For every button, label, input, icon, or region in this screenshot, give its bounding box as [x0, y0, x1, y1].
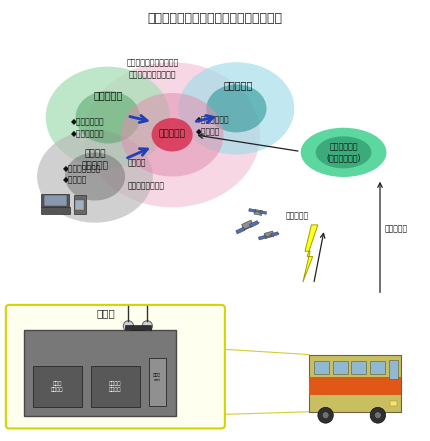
Bar [370, 361, 385, 374]
Bar [41, 194, 69, 207]
Ellipse shape [84, 62, 260, 207]
Ellipse shape [151, 118, 193, 151]
Bar [74, 195, 86, 214]
Bar [33, 366, 82, 407]
Text: ◆バス位置情報
◆到着予測時間: ◆バス位置情報 ◆到着予測時間 [71, 118, 105, 138]
Bar [333, 361, 348, 374]
Ellipse shape [76, 91, 140, 143]
Bar [264, 231, 274, 239]
Circle shape [322, 412, 329, 419]
Ellipse shape [316, 136, 372, 168]
Ellipse shape [46, 67, 170, 168]
Ellipse shape [301, 128, 387, 177]
Bar [389, 360, 398, 379]
Bar [249, 220, 258, 228]
Ellipse shape [37, 131, 153, 223]
FancyBboxPatch shape [6, 305, 225, 429]
Text: 遊利用者
その他機関: 遊利用者 その他機関 [82, 149, 108, 170]
Text: 位置情報
処理装置: 位置情報 処理装置 [109, 381, 122, 392]
Bar [309, 355, 402, 412]
Circle shape [375, 412, 381, 419]
Bar [271, 232, 279, 237]
Text: 図　バスロケーションシステムイメージ: 図 バスロケーションシステムイメージ [147, 11, 283, 25]
Bar [91, 366, 140, 407]
Bar [249, 209, 255, 212]
Text: 車載器: 車載器 [96, 308, 115, 318]
Bar [390, 401, 397, 407]
Text: 移動体通信用
(パケット通信): 移動体通信用 (パケット通信) [326, 142, 361, 163]
Ellipse shape [121, 93, 224, 176]
Bar [149, 358, 166, 406]
Circle shape [370, 407, 386, 423]
Text: ＧＰＳ
ant: ＧＰＳ ant [153, 373, 161, 382]
Ellipse shape [206, 84, 267, 132]
Polygon shape [303, 225, 318, 282]
Text: 位置情報等: 位置情報等 [384, 225, 408, 234]
Bar [242, 220, 253, 230]
Bar [254, 209, 262, 215]
Bar [258, 235, 266, 240]
Bar [260, 210, 267, 214]
Text: ◆区間旅行速度
◆道路情報: ◆区間旅行速度 ◆道路情報 [196, 116, 229, 136]
Text: 道路管理者: 道路管理者 [224, 80, 253, 90]
Bar [309, 377, 402, 395]
Bar [40, 207, 70, 214]
Bar [43, 195, 67, 206]
Circle shape [142, 321, 152, 331]
Bar [24, 330, 176, 416]
Text: ◆ダイヤ変更情報
◆運行情報: ◆ダイヤ変更情報 ◆運行情報 [63, 164, 101, 185]
Text: ＧＰＳ信号: ＧＰＳ信号 [286, 212, 309, 220]
Text: 固定情報: 固定情報 [127, 158, 146, 167]
Bar [125, 325, 150, 329]
Text: 固定およびリアルタイム
情報から算出した情報: 固定およびリアルタイム 情報から算出した情報 [127, 59, 179, 79]
Text: バス事業者: バス事業者 [93, 90, 123, 100]
Bar [314, 361, 329, 374]
Bar [75, 200, 84, 210]
Circle shape [123, 321, 134, 331]
Bar [351, 361, 366, 374]
Circle shape [318, 407, 333, 423]
Ellipse shape [178, 62, 294, 154]
Text: ＧＰＳ
受信処理: ＧＰＳ 受信処理 [51, 381, 64, 392]
Ellipse shape [65, 153, 125, 201]
Text: リアルタイム情報: リアルタイム情報 [127, 182, 164, 191]
Text: センタ設備: センタ設備 [159, 129, 186, 138]
Bar [236, 227, 245, 234]
